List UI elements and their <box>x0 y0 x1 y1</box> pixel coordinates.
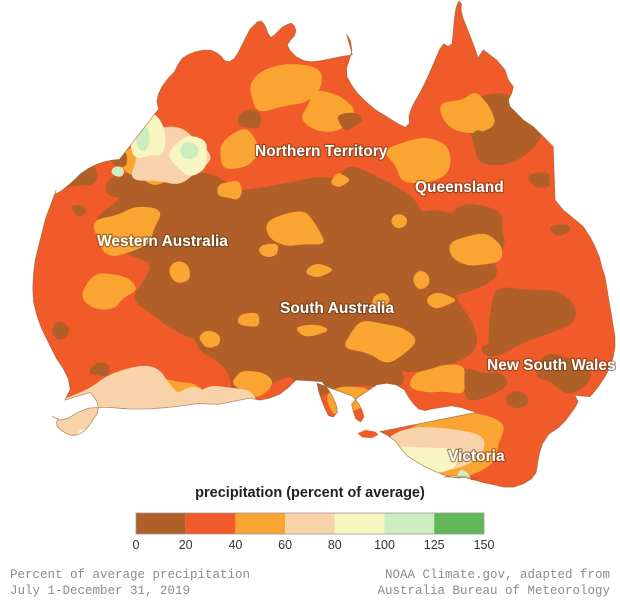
svg-text:20: 20 <box>179 538 193 552</box>
svg-text:Percent of average precipitati: Percent of average precipitation <box>10 568 250 582</box>
svg-text:New South Wales: New South Wales <box>487 357 616 374</box>
svg-text:July 1-December 31, 2019: July 1-December 31, 2019 <box>10 584 190 598</box>
svg-text:Northern Territory: Northern Territory <box>255 143 388 160</box>
svg-text:NOAA Climate.gov, adapted from: NOAA Climate.gov, adapted from <box>385 568 610 582</box>
svg-text:precipitation (percent of aver: precipitation (percent of average) <box>195 485 425 501</box>
svg-text:125: 125 <box>424 538 445 552</box>
svg-text:Australia Bureau of Meteorolog: Australia Bureau of Meteorology <box>377 584 610 598</box>
svg-text:100: 100 <box>374 538 395 552</box>
svg-text:South Australia: South Australia <box>280 300 394 317</box>
svg-text:Western Australia: Western Australia <box>97 233 228 250</box>
svg-text:80: 80 <box>328 538 342 552</box>
svg-text:150: 150 <box>474 538 495 552</box>
svg-text:0: 0 <box>133 538 140 552</box>
svg-text:60: 60 <box>278 538 292 552</box>
svg-text:Queensland: Queensland <box>415 179 504 196</box>
svg-text:40: 40 <box>228 538 242 552</box>
svg-text:Victoria: Victoria <box>448 448 505 465</box>
